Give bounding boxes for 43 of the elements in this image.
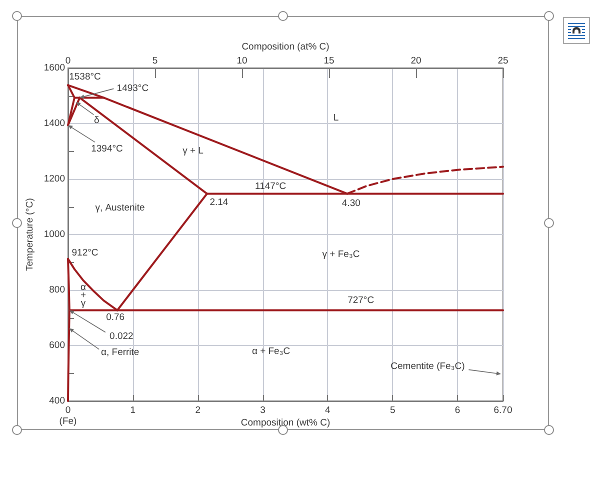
annotation: 4.30 [342, 198, 360, 210]
y-tick-label: 1000 [44, 229, 65, 240]
annotation: α + Fe₃C [252, 346, 290, 358]
x-tick-label: 4 [325, 405, 330, 416]
annotation: L [333, 112, 339, 124]
x-tick-label: 0 (Fe) [59, 405, 77, 427]
y-axis-title: Temperature (°C) [24, 198, 36, 271]
y-tick-label: 1200 [44, 174, 65, 184]
x-tick-label: 6.70 [494, 405, 512, 416]
annotation: 0.76 [106, 312, 125, 323]
annotation: 1147°C [255, 181, 286, 192]
y-tick-label: 1600 [44, 62, 65, 74]
y-tick-label: 1400 [44, 118, 65, 129]
x2-tick-label: 5 [152, 56, 158, 66]
annotation: γ, Austenite [95, 202, 145, 214]
x2-tick-label: 20 [410, 56, 422, 66]
y-tick-label: 800 [49, 284, 65, 296]
annotation: 912°C [72, 247, 98, 258]
annotation: α + γ [80, 282, 87, 309]
x2-axis-title: Composition (at% C) [242, 42, 330, 52]
annotation: 0.022 [110, 330, 134, 342]
annotation: 727°C [348, 294, 374, 306]
x-tick-label: 3 [260, 405, 266, 416]
annotation: 1493°C [116, 83, 149, 94]
annotation: γ + L [182, 146, 204, 156]
x2-tick-label: 0 [65, 56, 71, 66]
annotation: γ + Fe₃C [322, 248, 360, 260]
annotation: Cementite (Fe₃C) [390, 361, 465, 372]
x-tick-label: 1 [130, 405, 136, 416]
annotation: 1394°C [91, 144, 124, 155]
annotation: 1538°C [69, 72, 102, 83]
y-tick-label: 600 [49, 340, 65, 351]
y-tick-label: 400 [49, 396, 65, 406]
x-tick-label: 2 [195, 405, 200, 416]
x2-tick-label: 25 [498, 56, 508, 66]
x2-tick-label: 10 [236, 56, 248, 66]
x-axis-title: Composition (wt% C) [240, 418, 330, 428]
annotation: 2.14 [210, 197, 228, 208]
annotation: α, Ferrite [100, 346, 140, 358]
x-tick-label: 5 [390, 405, 396, 416]
x2-tick-label: 15 [324, 56, 334, 66]
x-tick-label: 6 [454, 405, 460, 416]
annotation: δ [94, 115, 100, 126]
